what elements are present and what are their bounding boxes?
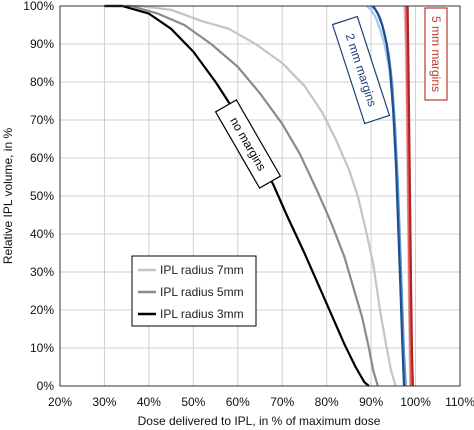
x-tick-label: 70% — [270, 395, 294, 409]
tick-labels: 20% 30% 40% 50% 60% 70% 80% 90% 100% 110% 0% 10% 20%… — [23, 0, 474, 409]
series-line-8 — [406, 5, 414, 387]
gridlines — [59, 5, 461, 387]
x-tick-label: 40% — [137, 395, 161, 409]
x-tick-label: 30% — [92, 395, 116, 409]
x-tick-label: 50% — [181, 395, 205, 409]
y-tick-label: 70% — [30, 113, 54, 127]
y-tick-label: 50% — [30, 189, 54, 203]
series-lines — [104, 4, 414, 387]
series-line-0 — [104, 4, 397, 387]
y-tick-label: 40% — [30, 227, 54, 241]
x-tick-label: 80% — [315, 395, 339, 409]
y-tick-label: 80% — [30, 75, 54, 89]
y-tick-label: 100% — [23, 0, 54, 13]
y-axis-title: Relative IPL volume, in % — [1, 128, 15, 265]
y-tick-label: 20% — [30, 303, 54, 317]
x-tick-label: 110% — [445, 395, 474, 409]
x-tick-label: 100% — [400, 395, 431, 409]
x-tick-label: 20% — [48, 395, 72, 409]
x-tick-label: 90% — [359, 395, 383, 409]
y-tick-label: 0% — [37, 379, 55, 393]
annotation-5mm-margins-text: 5 mm margins — [429, 16, 443, 92]
series-line-1 — [104, 4, 379, 387]
annotation-5mm-margins: 5 mm margins — [424, 7, 448, 101]
series-line-7 — [404, 5, 413, 387]
y-tick-label: 30% — [30, 265, 54, 279]
series-line-2 — [104, 4, 370, 387]
x-tick-label: 60% — [226, 395, 250, 409]
legend: IPL radius 7mm IPL radius 5mm IPL radius… — [131, 255, 257, 327]
legend-label-3mm: IPL radius 3mm — [160, 307, 244, 321]
plot-frame — [59, 5, 461, 387]
legend-label-7mm: IPL radius 7mm — [160, 263, 244, 277]
series-line-5 — [372, 5, 406, 387]
y-tick-label: 10% — [30, 341, 54, 355]
y-tick-label: 60% — [30, 151, 54, 165]
legend-label-5mm: IPL radius 5mm — [160, 285, 244, 299]
annotation-no-margins: no margins — [214, 99, 282, 189]
x-axis-title: Dose delivered to IPL, in % of maximum d… — [138, 414, 381, 428]
y-tick-label: 90% — [30, 37, 54, 51]
